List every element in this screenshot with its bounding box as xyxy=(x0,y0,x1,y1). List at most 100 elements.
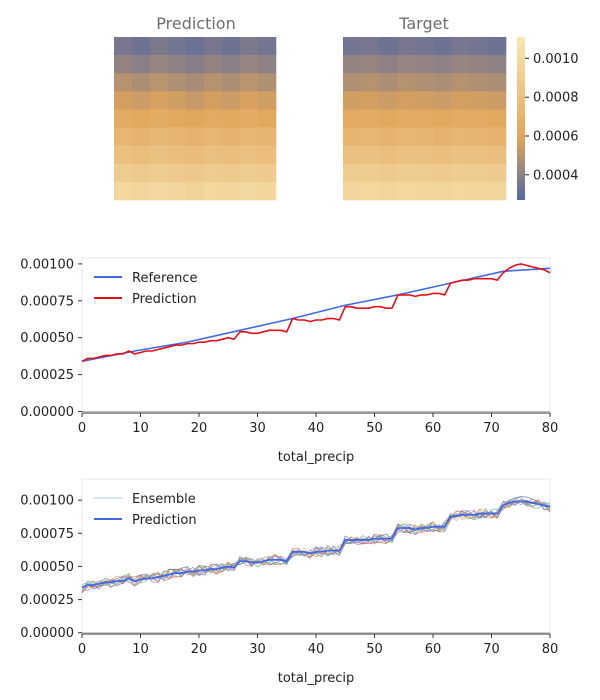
heatmap-cell xyxy=(204,163,223,183)
heatmap-cell xyxy=(204,109,223,128)
heatmap-cell xyxy=(132,109,151,128)
heatmap-cell xyxy=(150,145,169,165)
heatmap-cell xyxy=(204,91,223,110)
heatmap-cell xyxy=(379,163,398,183)
chart2-legend: Ensemble Prediction xyxy=(94,492,197,528)
heatmap-cell xyxy=(240,145,259,165)
colorbar: 0.0004 0.0006 0.0008 0.0010 xyxy=(517,37,579,200)
heatmap-cell xyxy=(361,37,380,56)
heatmap-cell xyxy=(361,163,380,183)
heatmap-cell xyxy=(150,181,169,201)
heatmap-cell xyxy=(469,163,489,183)
heatmap-cell xyxy=(168,37,187,56)
ensemble-member-line xyxy=(81,500,551,592)
heatmap-cell xyxy=(222,55,241,74)
heatmap-cell xyxy=(258,163,277,183)
heatmap-cell xyxy=(451,145,471,165)
heatmap-cell xyxy=(258,91,277,110)
heatmap-cell xyxy=(433,145,452,165)
heatmap-cell xyxy=(186,37,205,56)
heatmap-cell xyxy=(168,91,187,110)
heatmap-cell xyxy=(240,109,259,128)
heatmap-cell xyxy=(114,91,133,110)
heatmap-cell xyxy=(415,127,434,146)
reference-line xyxy=(81,267,551,363)
prediction-line xyxy=(81,263,551,363)
reference-vs-prediction-chart: 0 10 20 30 40 50 60 70 80 0.000000.000250.000500… xyxy=(20,257,558,465)
chart2-series xyxy=(81,500,551,589)
heatmap-cell xyxy=(114,55,133,74)
heatmap-cell xyxy=(114,127,133,146)
x-tick-label: 40 xyxy=(308,421,325,436)
heatmap-cell xyxy=(186,109,205,128)
heatmap-cell xyxy=(415,91,434,110)
legend-ensemble-label: Ensemble xyxy=(132,492,196,507)
colorbar-tick-label: 0.0004 xyxy=(533,168,579,183)
heatmap-cell xyxy=(397,37,416,56)
colorbar-ticks: 0.0004 0.0006 0.0008 0.0010 xyxy=(525,52,579,183)
heatmap-cell xyxy=(451,55,471,74)
heatmap-cell xyxy=(150,55,169,74)
heatmap-cell xyxy=(150,73,169,92)
heatmap-cell xyxy=(415,73,434,92)
heatmap-cell xyxy=(132,181,151,201)
x-tick-label: 60 xyxy=(425,642,442,657)
heatmap-cell xyxy=(204,181,223,201)
y-tick-label: 0.00075 xyxy=(20,294,74,309)
heatmap-cell xyxy=(343,145,362,165)
heatmap-cell xyxy=(433,109,452,128)
heatmap-cell xyxy=(132,127,151,146)
heatmap-cell xyxy=(132,163,151,183)
y-tick-label: 0.00050 xyxy=(20,331,74,346)
heatmap-cell xyxy=(240,73,259,92)
heatmap-cell xyxy=(415,109,434,128)
heatmap-cell xyxy=(397,127,416,146)
heatmap-cell xyxy=(240,55,259,74)
heatmap-cell xyxy=(379,73,398,92)
heatmap-cell xyxy=(168,163,187,183)
heatmap-cell xyxy=(343,109,362,128)
heatmap-cell xyxy=(415,145,434,165)
heatmap-cell xyxy=(361,55,380,74)
heatmap-cell xyxy=(114,163,133,183)
y-tick-label: 0.00000 xyxy=(20,405,74,420)
heatmap-cell xyxy=(150,163,169,183)
heatmap-cell xyxy=(258,73,277,92)
heatmap-cell xyxy=(469,109,489,128)
heatmap-cell xyxy=(240,37,259,56)
heatmap-cell xyxy=(114,145,133,165)
heatmap-cell xyxy=(433,91,452,110)
heatmap-cell xyxy=(397,73,416,92)
heatmap-cell xyxy=(168,145,187,165)
target-heatmap-title: Target xyxy=(398,14,449,33)
x-tick-label: 70 xyxy=(483,421,500,436)
heatmap-cell xyxy=(343,91,362,110)
heatmap-cell xyxy=(397,145,416,165)
heatmap-cell xyxy=(469,127,489,146)
heatmap-cell xyxy=(240,127,259,146)
heatmap-cell xyxy=(379,109,398,128)
heatmap-cell xyxy=(451,37,471,56)
heatmap-cell xyxy=(168,55,187,74)
heatmap-cell xyxy=(469,37,489,56)
heatmap-cell xyxy=(379,37,398,56)
y-tick-label: 0.00100 xyxy=(20,494,74,509)
heatmap-cell xyxy=(132,91,151,110)
heatmap-cell xyxy=(168,109,187,128)
heatmap-cell xyxy=(379,55,398,74)
heatmap-cell xyxy=(114,37,133,56)
heatmap-cell xyxy=(487,55,507,74)
heatmap-cell xyxy=(451,127,471,146)
heatmap-cell xyxy=(222,109,241,128)
heatmap-cell xyxy=(451,163,471,183)
heatmap-cell xyxy=(222,73,241,92)
y-tick-label: 0.00000 xyxy=(20,626,74,641)
heatmap-cell xyxy=(132,37,151,56)
heatmap-cell xyxy=(397,55,416,74)
x-tick-label: 70 xyxy=(483,642,500,657)
heatmap-cell xyxy=(415,181,434,201)
x-tick-label: 40 xyxy=(308,642,325,657)
heatmap-cell xyxy=(469,145,489,165)
ensemble-member-line xyxy=(81,500,551,588)
